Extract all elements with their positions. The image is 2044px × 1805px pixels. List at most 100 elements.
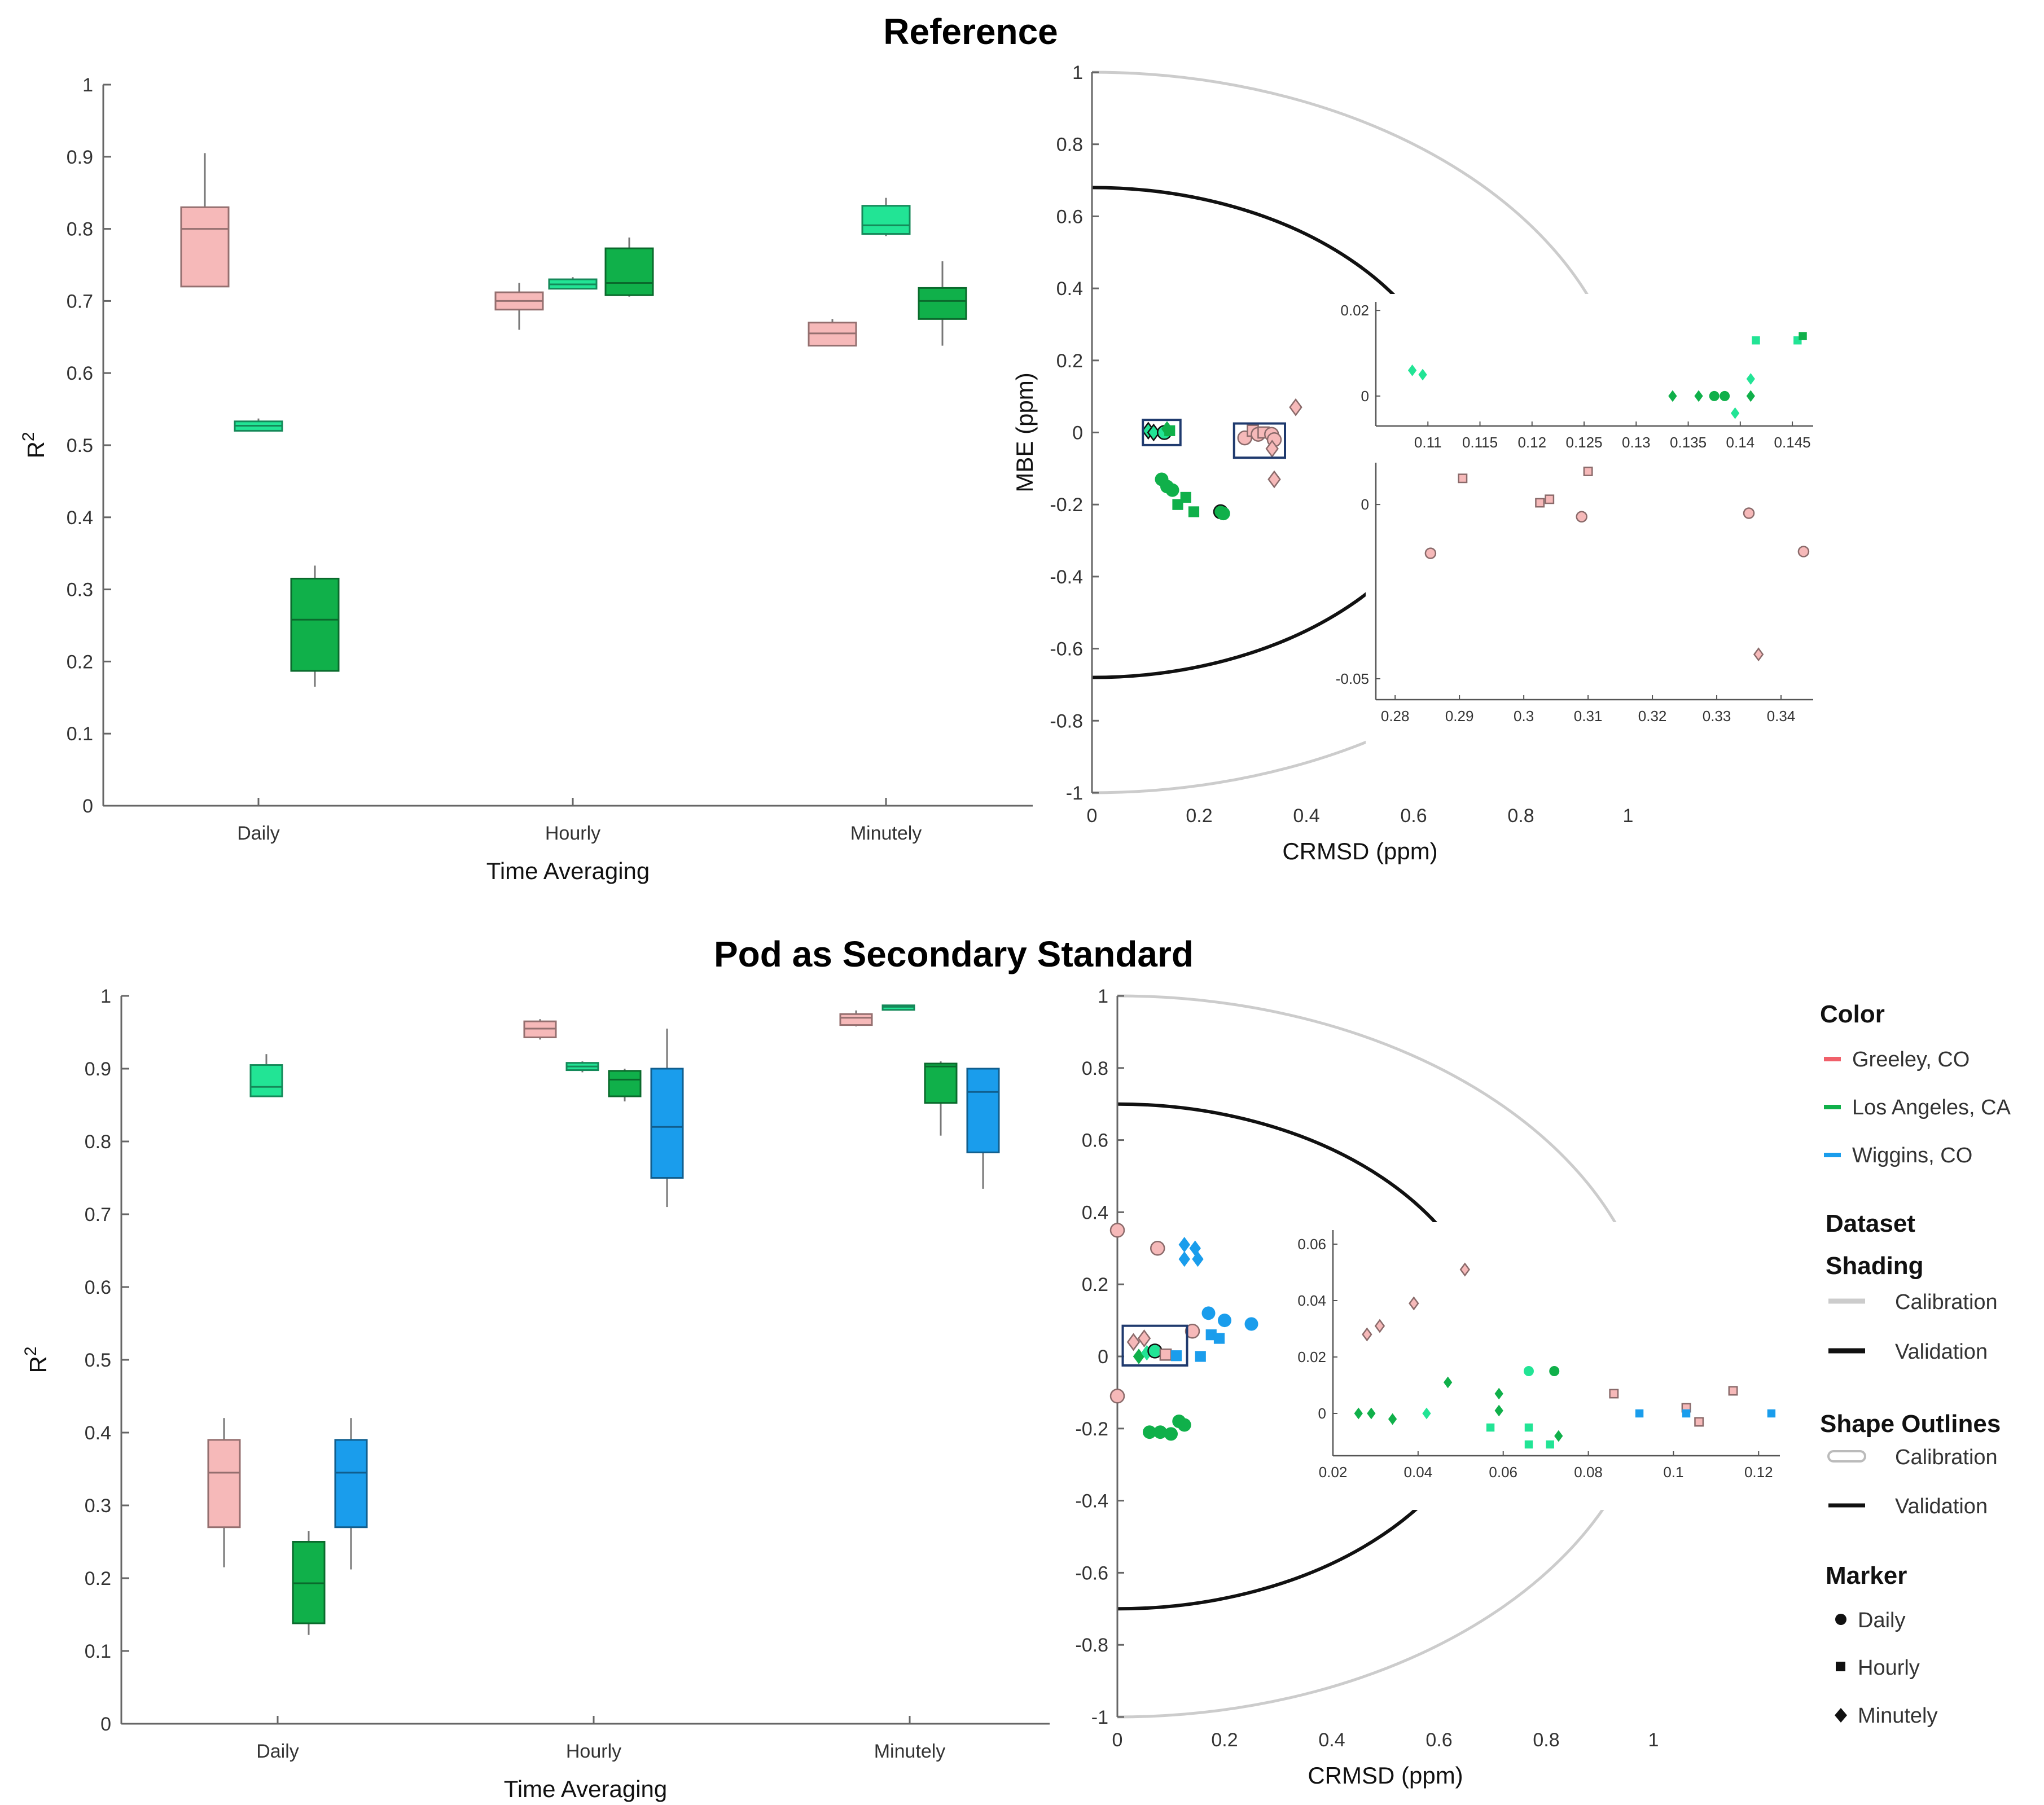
inset-x-tick-label: 0.125 — [1566, 434, 1603, 451]
data-point — [1109, 1223, 1125, 1238]
x-tick-label: 0.4 — [1318, 1729, 1345, 1751]
legend-hourly-label: Hourly — [1858, 1656, 1920, 1680]
inset-data-point — [1635, 1409, 1644, 1418]
x-tick-label: 1 — [1648, 1729, 1659, 1751]
y-tick-label: 0.2 — [1056, 350, 1083, 372]
x-tick-label: Hourly — [566, 1741, 621, 1762]
bottom-panel-title: Pod as Secondary Standard — [714, 934, 1194, 974]
inset-y-tick-label: -0.05 — [1336, 670, 1369, 687]
inset-x-tick-label: 0.32 — [1638, 708, 1667, 724]
pod_target-group: -1 -0.8 -0.6 -0.4 -0.2 0 0.2 0.4 0.6 0.8 1 0 0.2 0.4 0… — [1075, 986, 1790, 1789]
y-tick-label: 0.8 — [85, 1131, 111, 1153]
data-point — [1267, 470, 1281, 489]
y-tick-label: -0.4 — [1050, 566, 1083, 588]
legend-shading-title: Shading — [1826, 1252, 1924, 1280]
data-point — [1170, 1350, 1182, 1362]
x-tick-label: 0 — [1112, 1729, 1123, 1751]
data-point — [1192, 1251, 1204, 1267]
legend-outline-validation-label: Validation — [1895, 1495, 1988, 1518]
inset-x-tick-label: 0.12 — [1517, 434, 1546, 451]
inset-x-tick-label: 0.02 — [1319, 1464, 1348, 1481]
y-tick-label: 0.3 — [67, 579, 93, 601]
ref_target-group: -1 -0.8 -0.6 -0.4 -0.2 0 0.2 0.4 0.6 0.8 1 0 0.2 0.4 0… — [1011, 62, 1823, 864]
inset-background — [1323, 1222, 1790, 1510]
inset-panel: 0.02 0.04 0.06 0.08 0.1 0.12 0 0.02 0.04 0.06 — [1297, 1222, 1790, 1510]
data-point — [1213, 1333, 1225, 1344]
x-tick-label: 0.6 — [1400, 805, 1427, 827]
inset-data-point — [1494, 1387, 1503, 1400]
y-axis-label: R2 — [19, 432, 49, 458]
x-axis-label: CRMSD (ppm) — [1308, 1762, 1463, 1789]
legend-dataset-title: Dataset — [1826, 1210, 1915, 1237]
data-point — [1201, 1306, 1216, 1320]
inset-x-tick-label: 0.12 — [1744, 1464, 1773, 1481]
charts-layer: 0 0.1 0.2 0.3 0.4 0.5 0.6 0.7 0.8 0.9 1 Daily Hourly… — [19, 62, 1823, 1802]
inset-data-point — [1694, 1417, 1704, 1427]
inset-data-point — [1609, 1389, 1619, 1399]
x-tick-label: 0.8 — [1533, 1729, 1559, 1751]
inset-data-point — [1576, 511, 1587, 522]
zoom-region-box — [1142, 419, 1182, 446]
x-tick-label: 0.2 — [1211, 1729, 1238, 1751]
inset-data-point — [1523, 1366, 1534, 1376]
inset-data-point — [1535, 498, 1545, 508]
zoom-region-box — [1232, 422, 1286, 459]
y-tick-label: -0.2 — [1075, 1418, 1108, 1440]
inset-x-tick-label: 0.1 — [1663, 1464, 1683, 1481]
inset-data-point — [1730, 407, 1740, 419]
y-tick-label: -1 — [1091, 1707, 1108, 1728]
data-point — [1109, 1389, 1125, 1404]
y-tick-label: 1 — [1098, 986, 1108, 1007]
inset-data-point — [1554, 1430, 1563, 1442]
y-tick-label: 0.4 — [85, 1422, 111, 1444]
legend-minutely-label: Minutely — [1858, 1704, 1938, 1728]
y-tick-label: 0.8 — [67, 219, 93, 240]
box — [608, 1070, 642, 1097]
inset-data-point — [1682, 1409, 1691, 1418]
x-axis-label: Time Averaging — [486, 858, 650, 884]
y-tick-label: 0.2 — [1082, 1274, 1108, 1295]
y-tick-label: 1 — [100, 986, 111, 1007]
inset-x-tick-label: 0.14 — [1726, 434, 1755, 451]
inset-data-point — [1799, 332, 1807, 340]
data-point — [1137, 1329, 1151, 1347]
y-tick-label: 0.3 — [85, 1495, 111, 1517]
data-point — [1289, 398, 1302, 416]
x-tick-label: 0.6 — [1425, 1729, 1452, 1751]
data-point — [1165, 483, 1179, 497]
data-point — [1180, 491, 1191, 503]
inset-data-point — [1720, 390, 1730, 401]
inset-y-tick-label: 0 — [1361, 496, 1369, 513]
y-tick-label: 0.6 — [67, 363, 93, 384]
inset-data-point — [1407, 364, 1417, 376]
inset-data-point — [1422, 1407, 1431, 1420]
x-tick-label: Daily — [256, 1741, 299, 1762]
inset-data-point — [1746, 390, 1755, 402]
legend-minutely-marker — [1835, 1708, 1847, 1723]
y-tick-label: 0.4 — [67, 507, 93, 529]
data-point — [1164, 425, 1175, 436]
inset-data-point — [1743, 507, 1755, 519]
legend-outline-title: Shape Outlines — [1820, 1410, 2001, 1438]
box — [249, 1064, 283, 1097]
inset-data-point — [1797, 546, 1810, 557]
x-tick-label: Daily — [237, 823, 280, 844]
x-tick-label: Minutely — [850, 823, 922, 844]
inset-x-tick-label: 0.08 — [1574, 1464, 1603, 1481]
x-axis-label: Time Averaging — [504, 1776, 668, 1802]
y-tick-label: 0 — [1072, 423, 1083, 444]
box — [839, 1013, 873, 1026]
data-point — [1178, 1251, 1190, 1267]
inset-background — [1366, 455, 1823, 754]
y-tick-label: -0.8 — [1075, 1635, 1108, 1656]
data-point — [1178, 1237, 1190, 1253]
inset-data-point — [1444, 1376, 1453, 1389]
inset-x-tick-label: 0.11 — [1414, 434, 1442, 451]
inset-data-point — [1354, 1407, 1363, 1420]
y-tick-label: -0.6 — [1050, 639, 1083, 660]
inset-y-tick-label: 0.06 — [1297, 1236, 1326, 1253]
inset-data-point — [1362, 1327, 1372, 1342]
legend-shading-calibration-label: Calibration — [1895, 1290, 1998, 1314]
inset-data-point — [1458, 473, 1468, 484]
inset-data-point — [1388, 1413, 1397, 1425]
